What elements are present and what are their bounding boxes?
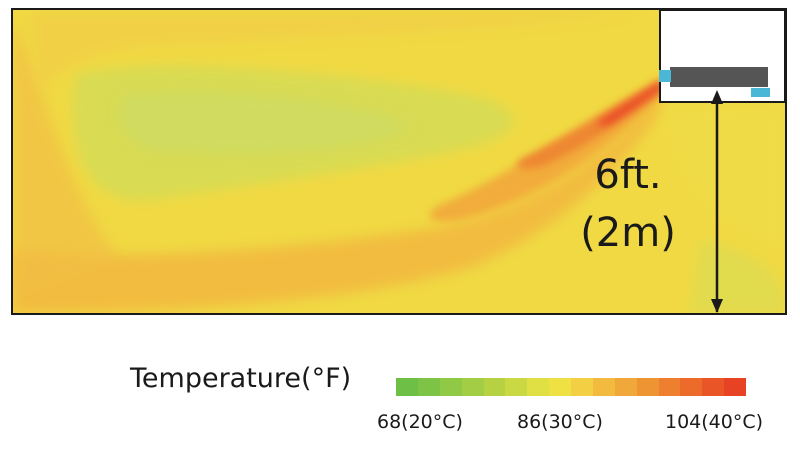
- legend-tick-high: 104(40°C): [665, 411, 764, 433]
- legend-swatch: [417, 378, 440, 396]
- legend-swatch: [702, 378, 725, 396]
- arrow-up-icon: [711, 90, 723, 104]
- right-wall-zone: [660, 100, 786, 250]
- legend-swatch: [636, 378, 659, 396]
- unit-vent-right: [751, 88, 770, 97]
- legend-swatch: [614, 378, 637, 396]
- jet-plume-mid: [516, 80, 662, 169]
- unit-body: [670, 67, 768, 87]
- unit-vent-left: [659, 70, 671, 82]
- legend-swatch: [549, 378, 571, 396]
- jet-plume-core: [597, 81, 662, 126]
- legend-tick-low: 68(20°C): [377, 411, 463, 433]
- legend-swatch: [483, 378, 506, 396]
- legend-swatch: [461, 378, 484, 396]
- warm-floor-zone: [12, 95, 662, 314]
- warm-left-zone: [12, 20, 120, 300]
- indoor-unit: [659, 9, 786, 103]
- arrow-down-icon: [711, 299, 723, 313]
- legend-swatch: [439, 378, 462, 396]
- legend-swatch: [592, 378, 615, 396]
- legend-swatch: [658, 378, 681, 396]
- legend-swatch: [505, 378, 528, 396]
- legend-swatch: [396, 378, 418, 396]
- legend-swatch: [680, 378, 703, 396]
- room-area: [12, 9, 786, 314]
- legend-tick-mid: 86(30°C): [517, 411, 603, 433]
- height-label-ft: 6ft.: [594, 152, 661, 198]
- legend-title: Temperature(°F): [130, 363, 352, 394]
- height-dimension: [711, 90, 723, 313]
- room-border: [11, 8, 787, 315]
- cool-inner-zone: [119, 91, 410, 154]
- height-label-m: (2m): [580, 210, 676, 256]
- legend-swatch: [527, 378, 550, 396]
- cool-corner-zone: [690, 240, 786, 314]
- legend-swatch: [724, 378, 746, 396]
- warm-top-zone: [30, 12, 640, 90]
- legend-color-bar: [396, 378, 746, 396]
- legend-swatch: [571, 378, 593, 396]
